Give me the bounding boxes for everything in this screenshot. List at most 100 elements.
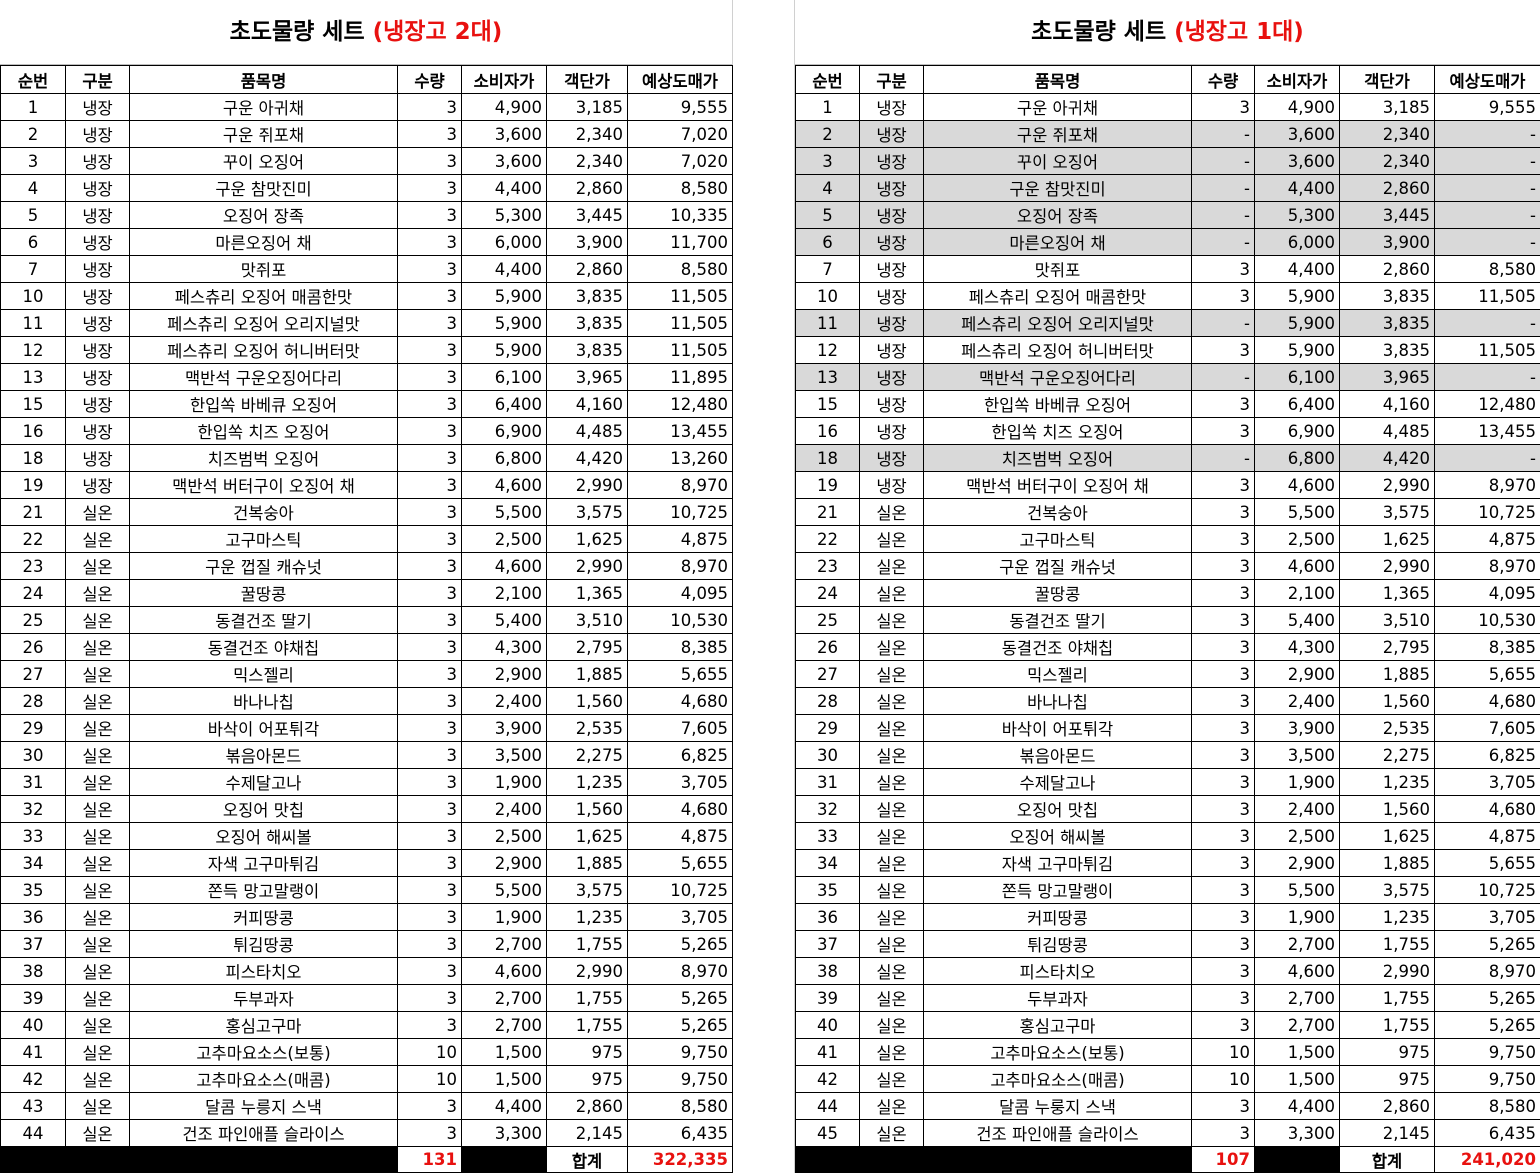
cell-wholesale: 8,385: [1434, 633, 1540, 661]
cell-retail-price: 4,400: [461, 174, 547, 202]
cell-quantity: 3: [397, 876, 462, 904]
cell-category: 실온: [859, 741, 924, 769]
cell-retail-price: 4,600: [461, 957, 547, 985]
cell-item-name: 고추마요소스(보통): [129, 1038, 398, 1066]
cell-wholesale: 11,505: [627, 336, 733, 364]
cell-wholesale: 8,970: [627, 957, 733, 985]
table-row: 37 실온 튀김땅콩 3 2,700 1,755 5,265: [795, 930, 1540, 958]
table-row: 6 냉장 마른오징어 채 -6,000 3,900-: [795, 228, 1540, 256]
cell-retail-price: 4,600: [461, 471, 547, 499]
table-row: 33 실온 오징어 해씨볼 3 2,500 1,625 4,875: [0, 822, 733, 850]
cell-item-name: 구운 쥐포채: [923, 120, 1192, 148]
header-item-name: 품목명: [129, 65, 398, 94]
cell-retail-price: 4,600: [1254, 471, 1340, 499]
table-row: 12 냉장 페스츄리 오징어 허니버터맛 3 5,900 3,835 11,505: [0, 336, 733, 364]
sheet-title: 초도물량 세트 (냉장고 2대): [0, 0, 732, 65]
cell-item-name: 맥반석 버터구이 오징어 채: [923, 471, 1192, 499]
order-table: 순번 구분 품목명 수량 소비자가 객단가 예상도매가 1 냉장 구운 아귀채 3 4,…: [0, 65, 733, 1173]
cell-category: 실온: [859, 714, 924, 742]
table-row: 23 실온 구운 껍질 캐슈넛 3 4,600 2,990 8,970: [795, 552, 1540, 580]
cell-category: 실온: [65, 930, 130, 958]
cell-retail-price: 2,700: [461, 1011, 547, 1039]
cell-unit-price: 2,990: [546, 471, 628, 499]
cell-unit-price: 3,510: [1339, 606, 1435, 634]
cell-no: 41: [795, 1038, 860, 1066]
cell-category: 실온: [859, 795, 924, 823]
cell-quantity: 3: [397, 849, 462, 877]
cell-wholesale: 5,655: [1434, 660, 1540, 688]
cell-quantity: 3: [397, 282, 462, 310]
cell-retail-price: 4,600: [461, 552, 547, 580]
cell-quantity: 3: [397, 633, 462, 661]
cell-no: 27: [0, 660, 66, 688]
table-row: 16 냉장 한입쏙 치즈 오징어 3 6,900 4,485 13,455: [795, 417, 1540, 445]
cell-wholesale: 8,970: [1434, 957, 1540, 985]
cell-item-name: 홍심고구마: [129, 1011, 398, 1039]
cell-no: 33: [0, 822, 66, 850]
cell-item-name: 꾸이 오징어: [129, 147, 398, 175]
sheet-title-sub: (냉장고 2대): [372, 19, 503, 45]
table-row: 26 실온 동결건조 야채칩 3 4,300 2,795 8,385: [795, 633, 1540, 661]
table-row: 10 냉장 페스츄리 오징어 매콤한맛 3 5,900 3,835 11,505: [0, 282, 733, 310]
table-row: 40 실온 홍심고구마 3 2,700 1,755 5,265: [0, 1011, 733, 1039]
cell-item-name: 오징어 해씨볼: [923, 822, 1192, 850]
cell-no: 32: [0, 795, 66, 823]
cell-retail-price: 5,300: [461, 201, 547, 229]
cell-unit-price: 4,485: [1339, 417, 1435, 445]
cell-unit-price: 2,990: [1339, 471, 1435, 499]
cell-retail-price: 4,900: [1254, 93, 1340, 121]
cell-quantity: -: [1191, 228, 1255, 256]
cell-no: 3: [795, 147, 860, 175]
header-row: 순번 구분 품목명 수량 소비자가 객단가 예상도매가: [0, 65, 733, 94]
sheet-title-sub: (냉장고 1대): [1174, 19, 1304, 45]
cell-no: 5: [795, 201, 860, 229]
cell-category: 냉장: [859, 390, 924, 418]
cell-retail-price: 2,400: [461, 795, 547, 823]
table-row: 36 실온 커피땅콩 3 1,900 1,235 3,705: [0, 903, 733, 931]
cell-wholesale: 13,455: [1434, 417, 1540, 445]
cell-wholesale: 10,335: [627, 201, 733, 229]
cell-retail-price: 3,600: [1254, 120, 1340, 148]
cell-no: 25: [0, 606, 66, 634]
cell-category: 냉장: [859, 444, 924, 472]
header-category: 구분: [859, 65, 924, 94]
cell-unit-price: 3,900: [546, 228, 628, 256]
cell-item-name: 동결건조 딸기: [129, 606, 398, 634]
cell-retail-price: 5,300: [1254, 201, 1340, 229]
cell-item-name: 한입쏙 치즈 오징어: [129, 417, 398, 445]
cell-retail-price: 1,900: [1254, 903, 1340, 931]
cell-item-name: 튀김땅콩: [129, 930, 398, 958]
table-row: 18 냉장 치즈범벅 오징어 -6,800 4,420-: [795, 444, 1540, 472]
cell-wholesale: 8,970: [1434, 552, 1540, 580]
cell-wholesale: 5,265: [1434, 984, 1540, 1012]
cell-item-name: 자색 고구마튀김: [923, 849, 1192, 877]
cell-no: 42: [0, 1065, 66, 1093]
cell-retail-price: 1,500: [1254, 1065, 1340, 1093]
cell-item-name: 수제달고나: [129, 768, 398, 796]
cell-wholesale: 8,385: [627, 633, 733, 661]
cell-quantity: 3: [1191, 741, 1255, 769]
table-row: 12 냉장 페스츄리 오징어 허니버터맛 3 5,900 3,835 11,505: [795, 336, 1540, 364]
cell-category: 실온: [859, 660, 924, 688]
total-label: 합계: [546, 1146, 628, 1173]
cell-category: 실온: [65, 552, 130, 580]
cell-category: 냉장: [65, 120, 130, 148]
cell-unit-price: 1,625: [546, 525, 628, 553]
total-quantity: 131: [397, 1146, 462, 1173]
cell-unit-price: 2,860: [1339, 1092, 1435, 1120]
table-row: 36 실온 커피땅콩 3 1,900 1,235 3,705: [795, 903, 1540, 931]
cell-no: 21: [795, 498, 860, 526]
cell-quantity: 3: [1191, 795, 1255, 823]
cell-unit-price: 1,235: [1339, 903, 1435, 931]
cell-category: 실온: [859, 903, 924, 931]
total-quantity: 107: [1191, 1146, 1255, 1173]
cell-retail-price: 2,400: [461, 687, 547, 715]
cell-no: 3: [0, 147, 66, 175]
cell-unit-price: 4,160: [546, 390, 628, 418]
cell-category: 냉장: [65, 255, 130, 283]
cell-quantity: 3: [397, 93, 462, 121]
table-row: 41 실온 고추마요소스(보통) 10 1,500 975 9,750: [0, 1038, 733, 1066]
cell-item-name: 구운 아귀채: [923, 93, 1192, 121]
cell-item-name: 달콤 누릉지 스낵: [129, 1092, 398, 1120]
cell-unit-price: 2,795: [1339, 633, 1435, 661]
